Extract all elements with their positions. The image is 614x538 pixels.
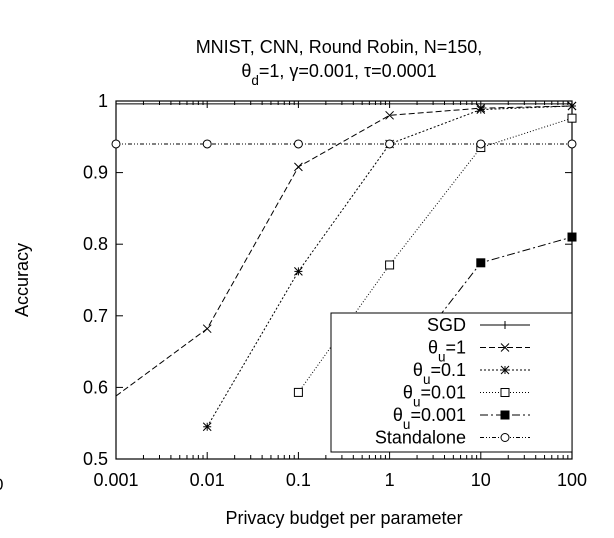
data-point: [385, 139, 395, 149]
data-point: [202, 139, 212, 149]
x-tick-label: 10: [471, 470, 491, 490]
plot-frame: [115, 100, 573, 460]
x-axis-label: Privacy budget per parameter: [225, 508, 462, 528]
legend-label: θu=0.1: [413, 360, 466, 387]
data-point: [501, 321, 509, 329]
data-point: [202, 422, 212, 432]
edge-artifact: 0: [0, 475, 3, 494]
data-point: [385, 260, 395, 270]
legend-label: θu=1: [428, 338, 466, 365]
x-tick-label: 0.001: [93, 470, 138, 490]
data-point: [567, 113, 577, 123]
series-line: [116, 105, 572, 397]
y-tick-label: 0.6: [83, 377, 108, 397]
data-point: [202, 324, 212, 334]
data-point: [476, 258, 486, 268]
y-tick-label: 0.8: [83, 234, 108, 254]
x-tick-label: 0.01: [190, 470, 225, 490]
data-point: [293, 387, 303, 397]
data-point: [500, 365, 510, 375]
data-point: [567, 101, 577, 111]
data-point: [567, 139, 577, 149]
chart-title-line1: MNIST, CNN, Round Robin, N=150,: [196, 37, 483, 57]
data-point: [294, 162, 303, 172]
data-point: [500, 343, 510, 352]
data-point: [476, 105, 486, 114]
data-point: [500, 433, 510, 442]
chart-title-line2: θd=1, γ=0.001, τ=0.0001: [241, 61, 436, 88]
legend-box: [330, 312, 573, 453]
data-point: [567, 232, 577, 242]
legend-label: θu=0.01: [403, 383, 466, 410]
y-tick-label: 1: [98, 91, 108, 111]
data-point: [293, 139, 303, 149]
data-point: [476, 139, 486, 149]
data-point: [111, 139, 121, 149]
data-point: [385, 110, 394, 120]
x-tick-label: 100: [557, 470, 587, 490]
y-axis-label: Accuracy: [12, 243, 32, 317]
data-point: [500, 410, 510, 420]
x-tick-label: 1: [385, 470, 395, 490]
legend-label: SGD: [427, 315, 466, 335]
data-point: [500, 388, 510, 397]
y-tick-label: 0.7: [83, 306, 108, 326]
markers-group: [111, 101, 577, 432]
x-tick-label: 0.1: [286, 470, 311, 490]
data-point: [294, 267, 303, 276]
legend-label: Standalone: [375, 428, 466, 448]
legend-label: θu=0.001: [393, 405, 466, 432]
axes: 0.001 0.01 0.1 1 10 100 0.5 0.6 0.7 0.8 0.9 1: [83, 91, 587, 490]
y-tick-label: 0.5: [83, 449, 108, 469]
y-tick-label: 0.9: [83, 163, 108, 183]
